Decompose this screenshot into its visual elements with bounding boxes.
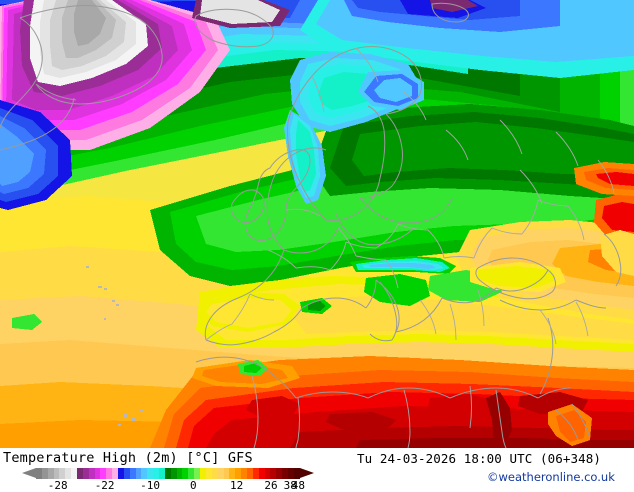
scale-swatch [194,468,201,479]
scale-tick: 48 [291,479,306,492]
scale-tick: 26 [264,479,278,492]
scale-swatch [88,468,95,479]
scale-swatch [200,468,206,479]
scale-swatches [36,468,300,479]
scale-swatch [264,468,271,479]
scale-swatch [229,468,236,479]
scale-swatch [71,468,78,479]
scale-swatch [36,468,42,479]
scale-underflow-arrow [22,468,36,478]
forecast-valid-time: Tu 24-03-2026 18:00 UTC (06+348) [357,451,602,466]
map-footer: Temperature High (2m) [°C] GFS Tu 24-03-… [0,448,634,492]
scale-swatch [53,468,60,479]
scale-swatch [147,468,154,479]
temperature-field [0,0,634,448]
temperature-color-scale[interactable]: -28 -22 -10 0 12 26 38 48 [22,468,314,492]
scale-swatch [282,468,288,479]
scale-tick: 12 [230,479,244,492]
scale-swatch [182,468,189,479]
scale-swatch [276,468,283,479]
scale-swatch [252,468,259,479]
scale-tick-labels: -28 -22 -10 0 12 26 38 48 [22,479,314,492]
scale-swatch [293,468,300,479]
scale-swatch [100,468,107,479]
scale-swatch [153,468,160,479]
scale-swatch [270,468,277,479]
scale-swatch [159,468,165,479]
scale-swatch [112,468,119,479]
scale-swatch [170,468,177,479]
scale-overflow-arrow [300,468,314,478]
copyright-notice: ©weatheronline.co.uk [487,470,615,484]
scale-swatch [65,468,72,479]
scale-swatch [211,468,218,479]
scale-swatch [59,468,66,479]
temperature-map[interactable] [0,0,634,448]
scale-swatch [287,468,294,479]
scale-swatch [246,468,253,479]
scale-swatch [47,468,54,479]
map-title: Temperature High (2m) [°C] GFS [3,450,253,466]
scale-swatch [135,468,142,479]
scale-swatch [223,468,230,479]
scale-tick: -28 [47,479,68,492]
scale-tick: 38 [283,479,297,492]
scale-swatch [82,468,89,479]
country-borders [205,47,615,448]
coastlines [0,2,622,448]
scale-swatch [164,468,171,479]
scale-swatch [205,468,212,479]
scale-swatch [41,468,48,479]
scale-swatch [106,468,113,479]
scale-tick: -22 [94,479,115,492]
scale-tick: 0 [190,479,197,492]
scale-swatch [258,468,265,479]
scale-swatch [235,468,242,479]
scale-swatch [77,468,83,479]
scale-tick: -10 [140,479,160,492]
scale-swatch [129,468,136,479]
scale-swatch [118,468,124,479]
scale-swatch [176,468,183,479]
scale-swatch [241,468,247,479]
scale-swatch [217,468,224,479]
scale-swatch [141,468,148,479]
scale-swatch [94,468,101,479]
scale-swatch [123,468,130,479]
scale-swatch [188,468,195,479]
map-canvas [0,0,634,448]
